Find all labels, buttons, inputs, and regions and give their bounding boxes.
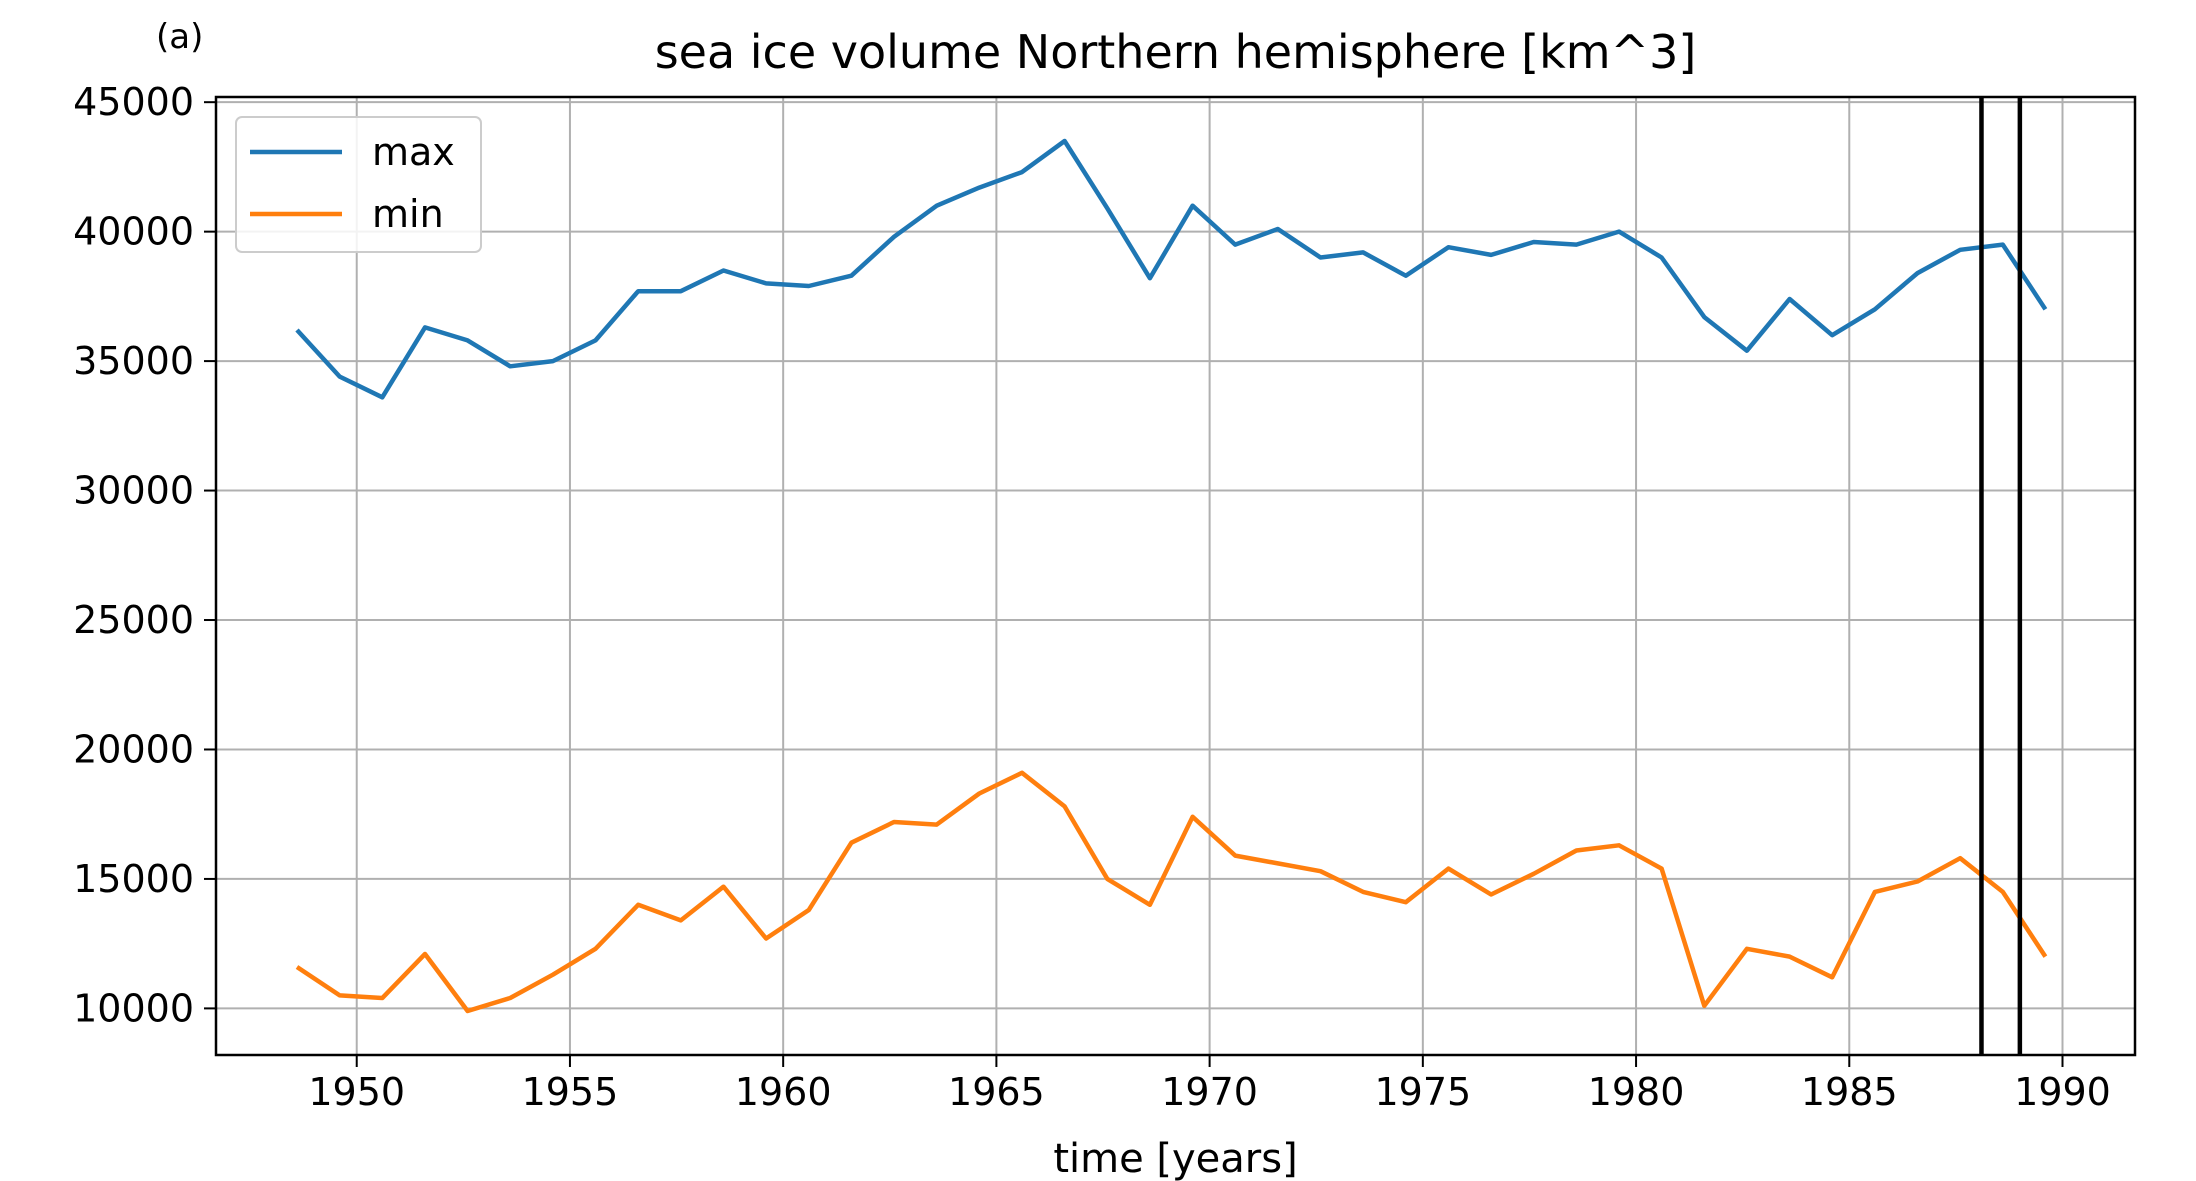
x-tick-label: 1985	[1801, 1070, 1898, 1114]
y-tick-label: 40000	[73, 210, 194, 254]
x-tick-label: 1980	[1588, 1070, 1685, 1114]
y-tick-label: 15000	[73, 857, 194, 901]
y-tick-label: 35000	[73, 339, 194, 383]
x-tick-label: 1950	[308, 1070, 405, 1114]
y-tick-label: 10000	[73, 986, 194, 1030]
plot-frame	[214, 95, 2137, 1057]
x-tick-label: 1975	[1374, 1070, 1471, 1114]
y-tick-label: 20000	[73, 727, 194, 771]
x-tick-label: 1965	[948, 1070, 1045, 1114]
y-tick-label: 45000	[73, 80, 194, 124]
series-line-max	[295, 138, 2048, 400]
legend: max min	[235, 116, 482, 253]
x-axis-label: time [years]	[1053, 1136, 1297, 1181]
grid-lines	[216, 97, 2135, 1055]
chart-title: sea ice volume Northern hemisphere [km^3…	[655, 25, 1697, 79]
x-tick-label: 1970	[1161, 1070, 1258, 1114]
x-tick-label: 1955	[522, 1070, 619, 1114]
x-tick-label: 1990	[2014, 1070, 2111, 1114]
axis-ticks: 1950 1955 1960 1965 1970 1975 1980 1985 1990 1000…	[73, 80, 2111, 1114]
y-tick-label: 25000	[73, 598, 194, 642]
panel-label: (a)	[156, 17, 203, 57]
legend-label-min: min	[372, 192, 444, 236]
vertical-markers	[1979, 97, 2023, 1055]
data-series	[295, 138, 2048, 1014]
y-tick-label: 30000	[73, 469, 194, 513]
series-line-min	[295, 770, 2048, 1014]
x-tick-label: 1960	[735, 1070, 832, 1114]
legend-label-max: max	[372, 130, 455, 174]
